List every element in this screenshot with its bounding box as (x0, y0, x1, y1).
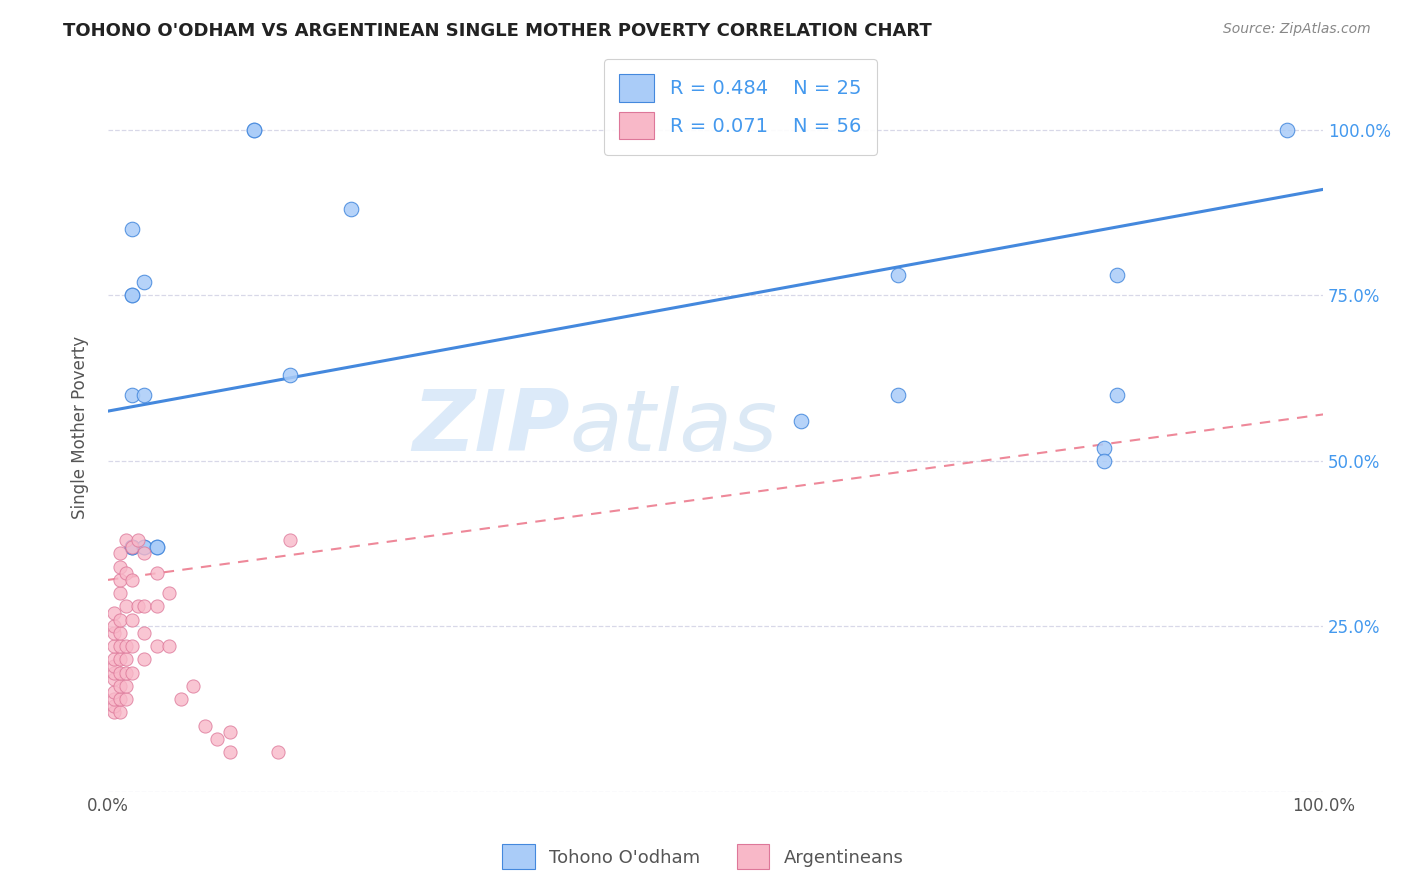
Point (121, 540, 143, 554)
Point (115, 665, 138, 680)
Point (121, 540, 143, 554)
Point (134, 625, 156, 640)
Point (218, 745, 240, 759)
Point (103, 685, 125, 699)
Point (145, 540, 167, 554)
Point (121, 387, 143, 401)
Point (145, 599, 167, 614)
Point (267, 745, 290, 759)
Point (1105, 268, 1128, 283)
Point (121, 540, 143, 554)
Point (103, 606, 125, 620)
Text: ZIP: ZIP (412, 386, 569, 469)
Point (134, 387, 156, 401)
Point (134, 546, 156, 560)
Point (134, 599, 156, 614)
Point (103, 619, 125, 633)
Point (115, 599, 138, 614)
Point (157, 586, 180, 600)
Point (134, 275, 156, 289)
Point (103, 672, 125, 686)
Point (108, 625, 131, 640)
Legend: Tohono O'odham, Argentineans: Tohono O'odham, Argentineans (494, 835, 912, 879)
Point (115, 679, 138, 693)
Point (121, 288, 143, 302)
Point (115, 652, 138, 666)
Point (103, 652, 125, 666)
Point (108, 706, 131, 720)
Point (115, 639, 138, 653)
Point (121, 613, 143, 627)
Point (108, 639, 131, 653)
Point (134, 540, 156, 554)
Point (108, 586, 131, 600)
Legend: R = 0.484    N = 25, R = 0.071    N = 56: R = 0.484 N = 25, R = 0.071 N = 56 (603, 59, 877, 154)
Point (887, 268, 910, 283)
Point (1105, 387, 1128, 401)
Point (108, 613, 131, 627)
Point (278, 533, 301, 548)
Point (115, 692, 138, 706)
Point (145, 566, 167, 581)
Point (121, 639, 143, 653)
Point (134, 652, 156, 666)
Point (243, 123, 266, 137)
Point (340, 202, 363, 217)
Point (108, 652, 131, 666)
Point (207, 731, 229, 746)
Point (134, 540, 156, 554)
Point (103, 625, 125, 640)
Point (108, 692, 131, 706)
Point (145, 540, 167, 554)
Point (157, 639, 180, 653)
Point (181, 679, 204, 693)
Point (789, 414, 811, 428)
Point (108, 573, 131, 587)
Point (887, 387, 910, 401)
Point (121, 573, 143, 587)
Point (108, 665, 131, 680)
Point (108, 679, 131, 693)
Point (103, 706, 125, 720)
Point (278, 368, 301, 382)
Point (127, 599, 149, 614)
Point (115, 533, 138, 548)
Point (103, 639, 125, 653)
Point (121, 540, 143, 554)
Point (108, 559, 131, 574)
Point (243, 123, 266, 137)
Point (115, 566, 138, 581)
Text: atlas: atlas (569, 386, 778, 469)
Point (103, 659, 125, 673)
Point (121, 665, 143, 680)
Y-axis label: Single Mother Poverty: Single Mother Poverty (72, 336, 89, 519)
Point (145, 639, 167, 653)
Point (103, 665, 125, 680)
Point (1092, 454, 1115, 468)
Point (121, 288, 143, 302)
Point (108, 546, 131, 560)
Point (194, 718, 217, 732)
Point (103, 698, 125, 713)
Point (1092, 441, 1115, 455)
Point (103, 692, 125, 706)
Text: Source: ZipAtlas.com: Source: ZipAtlas.com (1223, 22, 1371, 37)
Point (170, 692, 193, 706)
Point (1275, 123, 1298, 137)
Text: TOHONO O'ODHAM VS ARGENTINEAN SINGLE MOTHER POVERTY CORRELATION CHART: TOHONO O'ODHAM VS ARGENTINEAN SINGLE MOT… (63, 22, 932, 40)
Point (218, 725, 240, 739)
Point (121, 222, 143, 236)
Point (127, 533, 149, 548)
